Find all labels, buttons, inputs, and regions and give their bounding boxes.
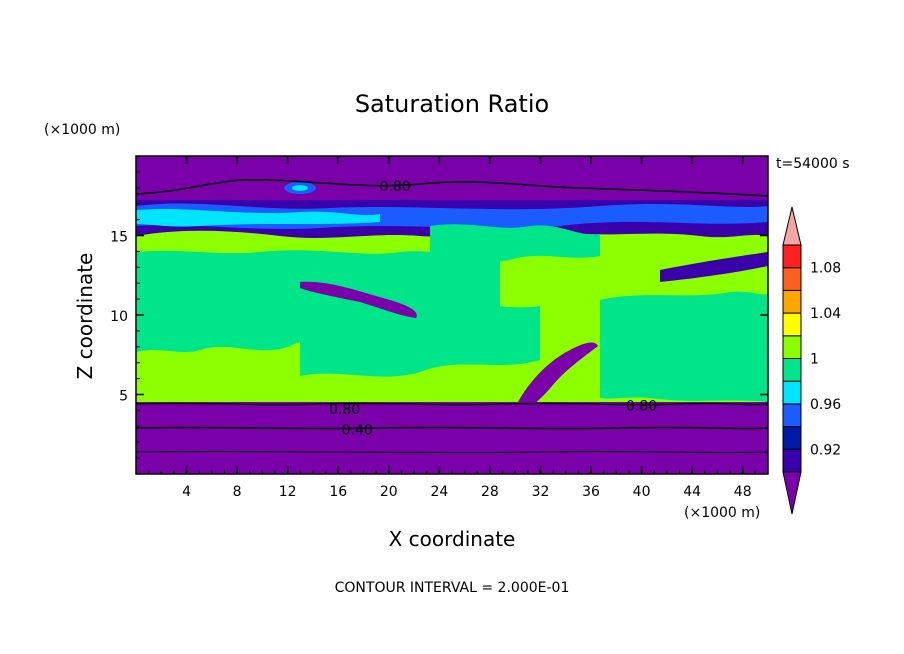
x-tick-label: 28 — [481, 484, 499, 500]
contour-line-080-upper — [136, 179, 768, 197]
contour-label: 0.80 — [380, 179, 411, 195]
x-tick-label: 44 — [683, 484, 701, 500]
field-dry-streak-right — [660, 252, 768, 282]
field-teal-region-right — [600, 291, 768, 402]
x-tick-label: 24 — [430, 484, 448, 500]
colorbar-box — [782, 380, 802, 405]
y-axis-label: Z coordinate — [73, 253, 97, 380]
x-axis-label: X coordinate — [389, 527, 516, 551]
colorbar-tick-label: 1.04 — [810, 306, 841, 322]
y-tick-label: 15 — [110, 230, 128, 246]
colorbar-box — [782, 426, 802, 450]
field-slanted-dry-tongue — [518, 342, 598, 410]
contour-line-low — [136, 450, 768, 454]
y-tick-label: 5 — [119, 389, 128, 405]
colorbar-box — [782, 403, 802, 428]
y-tick-label: 10 — [110, 309, 128, 325]
x-tick-label: 36 — [582, 484, 600, 500]
colorbar: 0.92 0.96 1 1.04 1.08 — [782, 206, 841, 515]
colorbar-tick-label: 1 — [810, 352, 819, 368]
colorbar-box — [782, 335, 802, 359]
x-tick-label: 4 — [182, 484, 191, 500]
x-tick-label: 12 — [279, 484, 297, 500]
contour-labels: 0.80 0.80 0.80 0.40 — [329, 179, 657, 438]
colorbar-tick-label: 1.08 — [810, 261, 841, 277]
field-teal-region-mid — [300, 297, 540, 377]
contour-label: 0.80 — [626, 399, 657, 415]
contour-label: 0.80 — [329, 402, 360, 418]
field-teal-top-right — [430, 224, 600, 262]
x-unit-label: (×1000 m) — [684, 505, 760, 521]
x-tick-label: 16 — [329, 484, 347, 500]
plot-area: 0.80 0.80 0.80 0.40 — [135, 155, 769, 475]
field-lower-dry-layer — [136, 402, 768, 474]
contour-label: 0.40 — [342, 422, 373, 438]
colorbar-min-arrow — [782, 471, 802, 515]
x-tick-label: 32 — [532, 484, 550, 500]
x-tick-label: 8 — [233, 484, 242, 500]
field-upper-blob-core — [292, 185, 308, 191]
colorbar-box — [782, 358, 802, 382]
colorbar-tick-label: 0.92 — [810, 442, 841, 458]
colorbar-box — [782, 448, 802, 473]
x-tick-label: 20 — [380, 484, 398, 500]
colorbar-box — [782, 289, 802, 314]
colorbar-box — [782, 267, 802, 291]
contour-interval-footer: CONTOUR INTERVAL = 2.000E-01 — [335, 580, 570, 596]
colorbar-box — [782, 312, 802, 337]
x-tick-label: 48 — [734, 484, 752, 500]
y-axis-ticks: 5 10 15 — [110, 171, 768, 459]
colorbar-tick-label: 0.96 — [810, 397, 841, 413]
chart-title: Saturation Ratio — [355, 90, 549, 118]
x-axis-ticks: 4 8 12 16 20 24 28 32 36 40 44 48 — [148, 156, 756, 500]
colorbar-max-arrow — [782, 206, 802, 246]
contour-line-040 — [136, 426, 768, 430]
time-label: t=54000 s — [776, 156, 850, 172]
field-band-upper-teal — [136, 209, 380, 227]
contour-line-080-lower — [136, 402, 768, 406]
x-tick-label: 40 — [633, 484, 651, 500]
colorbar-box — [782, 244, 802, 269]
field-dry-streak — [300, 281, 417, 318]
y-unit-label: (×1000 m) — [44, 122, 120, 138]
